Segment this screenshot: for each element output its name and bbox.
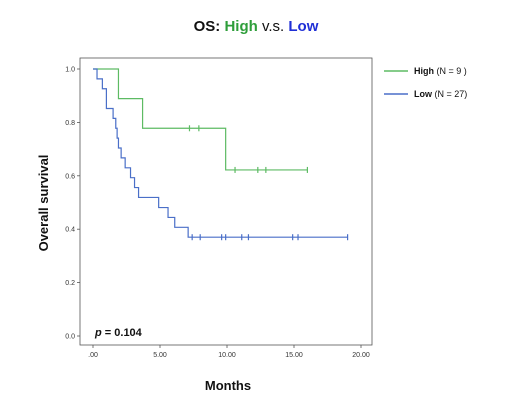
censor-marks: [188, 125, 349, 241]
x-tick-label: 10.00: [218, 352, 236, 359]
x-tick-label: 20.00: [352, 352, 370, 359]
y-tick-label: 0.4: [65, 227, 75, 234]
chart-title: OS: High v.s. Low: [0, 18, 512, 35]
legend-count: (N = 9 ): [434, 66, 467, 76]
y-tick-label: 0.8: [65, 120, 75, 127]
title-series-high: High: [224, 18, 258, 35]
y-tick-label: 1.0: [65, 67, 75, 74]
p-value-annotation: p = 0.104: [94, 327, 143, 339]
axes: 0.0 0.2 0.4 0.6 0.8 1.0 .00 5.00 10.00 15.00 20.00: [65, 57, 373, 359]
curve-high: [93, 68, 308, 171]
x-tick-label: 15.00: [285, 352, 303, 359]
title-series-low: Low: [288, 18, 319, 35]
y-tick-label: 0.6: [65, 173, 75, 180]
y-axis-label: Overall survival: [36, 155, 51, 252]
y-tick-label: 0.2: [65, 280, 75, 287]
p-value: = 0.104: [102, 327, 143, 339]
plot-frame: [79, 57, 373, 346]
title-prefix: OS:: [193, 18, 221, 35]
legend-series-name: Low: [414, 89, 433, 99]
curve-low: [93, 68, 348, 238]
legend-count: (N = 27): [432, 89, 467, 99]
legend-label-high: High (N = 9 ): [414, 66, 467, 76]
y-tick-label: 0.0: [65, 334, 75, 341]
legend-series-name: High: [414, 66, 434, 76]
x-axis-label: Months: [205, 378, 251, 393]
legend: High (N = 9 ) Low (N = 27): [384, 66, 467, 99]
p-symbol: p: [94, 327, 102, 339]
x-tick-label: 5.00: [153, 352, 167, 359]
x-tick-label: .00: [88, 352, 98, 359]
title-middle: v.s.: [261, 18, 285, 35]
survival-curves: [93, 68, 348, 238]
legend-label-low: Low (N = 27): [414, 89, 467, 99]
